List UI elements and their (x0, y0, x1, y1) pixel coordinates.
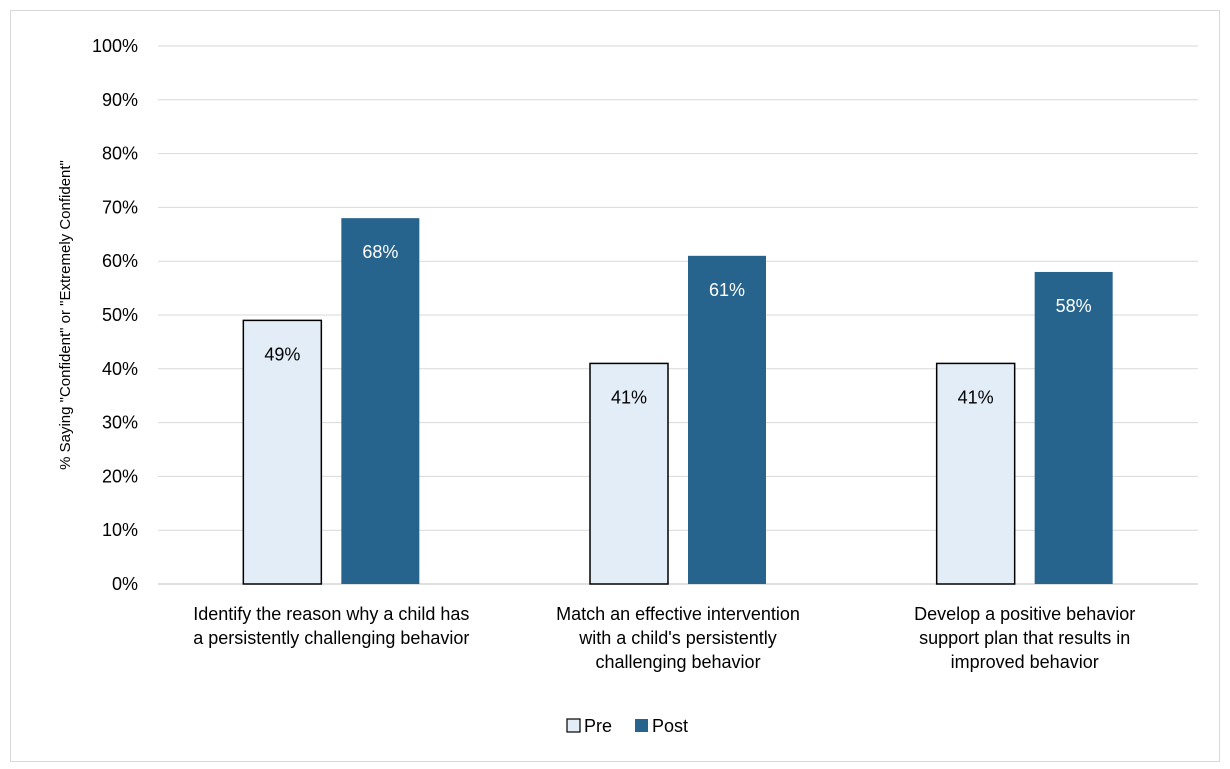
legend-swatch-post (635, 719, 648, 732)
bar-post (688, 255, 766, 584)
y-tick-label: 90% (102, 90, 138, 110)
bar-pre (589, 362, 669, 585)
y-tick-label: 20% (102, 466, 138, 486)
bar-pre (242, 319, 323, 585)
category-label: challenging behavior (595, 652, 760, 672)
y-tick-label: 10% (102, 520, 138, 540)
category-label: Identify the reason why a child has (193, 604, 469, 624)
y-tick-label: 100% (92, 36, 138, 56)
category-label: Match an effective intervention (556, 604, 800, 624)
legend-label-pre: Pre (584, 716, 612, 736)
data-label: 58% (1056, 296, 1092, 316)
data-label: 49% (264, 344, 300, 364)
y-tick-label: 40% (102, 359, 138, 379)
data-label: 41% (958, 387, 994, 407)
category-label: improved behavior (951, 652, 1099, 672)
y-tick-label: 80% (102, 144, 138, 164)
y-tick-label: 0% (112, 574, 138, 594)
legend-label-post: Post (652, 716, 688, 736)
bar-pre (935, 362, 1016, 585)
y-tick-label: 50% (102, 305, 138, 325)
legend-swatch-pre (566, 718, 581, 733)
category-label: a persistently challenging behavior (193, 628, 469, 648)
y-axis-title: % Saying "Confident" or "Extremely Confi… (57, 160, 74, 470)
category-label: Develop a positive behavior (914, 604, 1135, 624)
data-label: 61% (709, 280, 745, 300)
y-tick-label: 60% (102, 251, 138, 271)
y-tick-label: 70% (102, 197, 138, 217)
y-tick-label: 30% (102, 413, 138, 433)
bar-post (341, 218, 420, 584)
data-label: 68% (362, 242, 398, 262)
data-label: 41% (611, 387, 647, 407)
category-label: with a child's persistently (578, 628, 777, 648)
bar-post (1034, 271, 1113, 584)
category-label: support plan that results in (919, 628, 1130, 648)
